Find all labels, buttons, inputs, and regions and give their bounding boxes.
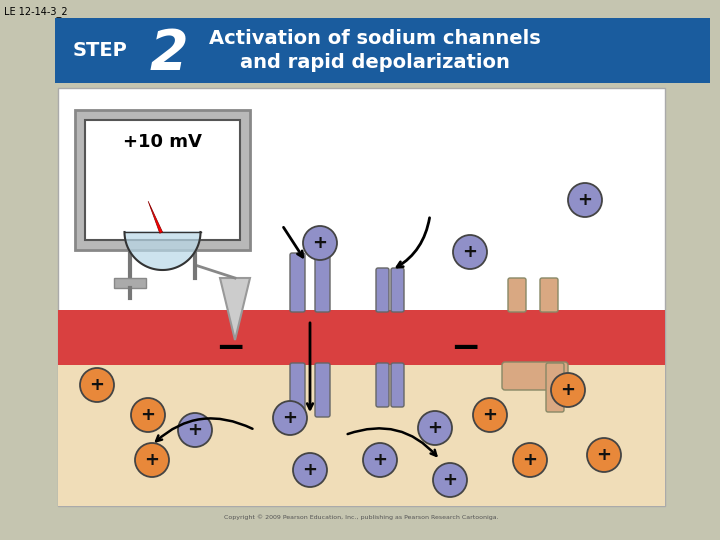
Circle shape bbox=[551, 373, 585, 407]
Text: +: + bbox=[187, 421, 202, 439]
Text: Activation of sodium channels
and rapid depolarization: Activation of sodium channels and rapid … bbox=[209, 29, 541, 72]
Polygon shape bbox=[125, 232, 200, 270]
Bar bbox=[75, 110, 250, 250]
Circle shape bbox=[273, 401, 307, 435]
Text: +: + bbox=[462, 243, 477, 261]
Circle shape bbox=[303, 226, 337, 260]
FancyBboxPatch shape bbox=[376, 363, 389, 407]
FancyBboxPatch shape bbox=[391, 363, 404, 407]
FancyBboxPatch shape bbox=[391, 268, 404, 312]
Text: 2: 2 bbox=[150, 26, 189, 80]
Polygon shape bbox=[148, 201, 163, 233]
Text: +: + bbox=[89, 376, 104, 394]
Text: +: + bbox=[596, 446, 611, 464]
Polygon shape bbox=[220, 278, 250, 340]
Circle shape bbox=[513, 443, 547, 477]
Text: STEP: STEP bbox=[73, 41, 127, 60]
Bar bbox=[58, 88, 665, 506]
Circle shape bbox=[293, 453, 327, 487]
FancyBboxPatch shape bbox=[290, 253, 305, 312]
Text: +: + bbox=[428, 419, 443, 437]
Text: +: + bbox=[312, 234, 328, 252]
FancyBboxPatch shape bbox=[290, 363, 305, 417]
FancyBboxPatch shape bbox=[376, 268, 389, 312]
Text: +: + bbox=[560, 381, 575, 399]
Text: −: − bbox=[450, 331, 480, 365]
Text: +: + bbox=[282, 409, 297, 427]
Bar bbox=[114, 278, 146, 288]
FancyBboxPatch shape bbox=[315, 363, 330, 417]
FancyBboxPatch shape bbox=[502, 362, 568, 390]
Circle shape bbox=[587, 438, 621, 472]
Text: +10 mV: +10 mV bbox=[123, 133, 202, 151]
Circle shape bbox=[568, 183, 602, 217]
Text: +: + bbox=[302, 461, 318, 479]
Bar bbox=[55, 18, 710, 83]
Text: +: + bbox=[372, 451, 387, 469]
Text: +: + bbox=[523, 451, 538, 469]
Bar bbox=[58, 365, 665, 506]
Circle shape bbox=[80, 368, 114, 402]
Circle shape bbox=[453, 235, 487, 269]
Text: +: + bbox=[145, 451, 160, 469]
Circle shape bbox=[418, 411, 452, 445]
FancyBboxPatch shape bbox=[508, 278, 526, 312]
Text: +: + bbox=[443, 471, 457, 489]
Circle shape bbox=[178, 413, 212, 447]
FancyBboxPatch shape bbox=[540, 278, 558, 312]
Circle shape bbox=[363, 443, 397, 477]
Circle shape bbox=[131, 398, 165, 432]
Circle shape bbox=[473, 398, 507, 432]
Text: Copyright © 2009 Pearson Education, Inc., publishing as Pearson Research Cartoon: Copyright © 2009 Pearson Education, Inc.… bbox=[224, 514, 499, 519]
Text: +: + bbox=[577, 191, 593, 209]
Text: −: − bbox=[215, 331, 245, 365]
FancyBboxPatch shape bbox=[315, 253, 330, 312]
Bar bbox=[58, 310, 665, 365]
Text: LE 12-14-3_2: LE 12-14-3_2 bbox=[4, 6, 68, 17]
FancyBboxPatch shape bbox=[546, 363, 564, 412]
Text: +: + bbox=[482, 406, 498, 424]
Circle shape bbox=[433, 463, 467, 497]
Text: +: + bbox=[140, 406, 156, 424]
Circle shape bbox=[135, 443, 169, 477]
Bar bbox=[85, 120, 240, 240]
